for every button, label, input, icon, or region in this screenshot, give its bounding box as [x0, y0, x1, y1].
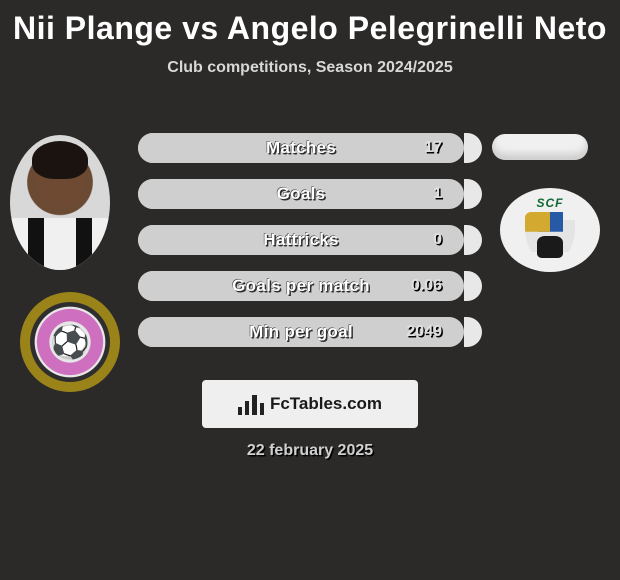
player-left-club-badge: ⚽ [20, 292, 120, 392]
stat-value-right: 0.06 [411, 271, 442, 301]
stat-label: Goals per match [232, 276, 370, 296]
stat-row-matches: Matches 17 [138, 133, 482, 163]
page-subtitle: Club competitions, Season 2024/2025 [0, 59, 620, 77]
stat-row-gpm: Goals per match 0.06 [138, 271, 482, 301]
stat-label: Matches [266, 138, 336, 158]
player-right-avatar [492, 134, 588, 160]
stat-value-right: 2049 [406, 317, 442, 347]
stats-bars: Matches 17 Goals 1 Hattricks 0 Goals per… [138, 133, 482, 363]
stat-row-mpg: Min per goal 2049 [138, 317, 482, 347]
stat-row-goals: Goals 1 [138, 179, 482, 209]
player-right-club-badge: SCF [500, 188, 600, 272]
fctables-logo: FcTables.com [202, 380, 418, 428]
player-left-avatar [10, 135, 110, 270]
stat-label: Goals [277, 184, 326, 204]
club-badge-text: SCF [537, 196, 564, 210]
logo-text: FcTables.com [270, 394, 382, 414]
stat-value-right: 0 [433, 225, 442, 255]
stat-value-right: 17 [424, 133, 442, 163]
stat-value-right: 1 [433, 179, 442, 209]
page-title: Nii Plange vs Angelo Pelegrinelli Neto [0, 10, 620, 47]
generation-date: 22 february 2025 [0, 442, 620, 460]
stat-label: Hattricks [263, 230, 338, 250]
stat-row-hattricks: Hattricks 0 [138, 225, 482, 255]
bar-chart-icon [238, 393, 264, 415]
soccer-ball-icon: ⚽ [30, 302, 110, 382]
stat-label: Min per goal [249, 322, 353, 342]
shield-icon [525, 212, 575, 264]
